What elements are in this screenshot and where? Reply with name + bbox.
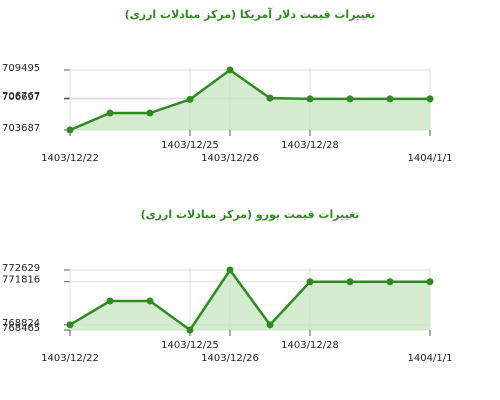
area — [70, 70, 430, 130]
point — [266, 321, 274, 329]
point — [426, 95, 434, 103]
x-tick-label: 1403/12/28 — [281, 140, 339, 151]
x-tick-label: 1404/1/1 — [408, 353, 453, 364]
x-tick-label: 1403/12/28 — [281, 340, 339, 351]
y-tick-label: 709495 — [2, 63, 40, 74]
chart-title: تغییرات قیمت دلار آمریکا (مرکز مبادلات ا… — [125, 7, 376, 21]
y-tick-label: 771816 — [2, 275, 40, 286]
area — [70, 270, 430, 330]
chart-title: تغییرات قیمت یورو (مرکز مبادلات ارزی) — [141, 208, 360, 221]
y-tick-label: 703687 — [2, 123, 40, 134]
x-tick-label: 1403/12/25 — [161, 140, 219, 151]
point — [386, 95, 394, 103]
point — [66, 321, 74, 329]
point — [226, 266, 234, 274]
y-tick-label: 772629 — [2, 263, 40, 274]
x-tick-label: 1403/12/26 — [201, 353, 259, 364]
point — [106, 109, 114, 117]
point — [66, 126, 74, 134]
point — [386, 278, 394, 286]
point — [146, 109, 154, 117]
point — [346, 95, 354, 103]
x-tick-label: 1404/1/1 — [408, 153, 453, 164]
point — [306, 278, 314, 286]
point — [306, 95, 314, 103]
point — [186, 326, 194, 334]
x-tick-label: 1403/12/25 — [161, 340, 219, 351]
point — [146, 297, 154, 305]
line — [69, 68, 430, 132]
point — [426, 278, 434, 286]
line — [69, 267, 430, 332]
y-tick-label: 706767 — [2, 91, 40, 102]
x-tick-label: 1403/12/26 — [201, 153, 259, 164]
point — [226, 66, 234, 74]
point — [346, 278, 354, 286]
y-tick-label: 768824 — [2, 318, 40, 329]
point — [106, 297, 114, 305]
y-tick-label: 768465 — [2, 323, 40, 334]
x-tick-label: 1403/12/22 — [41, 153, 99, 164]
y-tick-label: 706697 — [2, 92, 40, 103]
point — [186, 95, 194, 103]
point — [266, 94, 274, 102]
x-tick-label: 1403/12/22 — [41, 353, 99, 364]
